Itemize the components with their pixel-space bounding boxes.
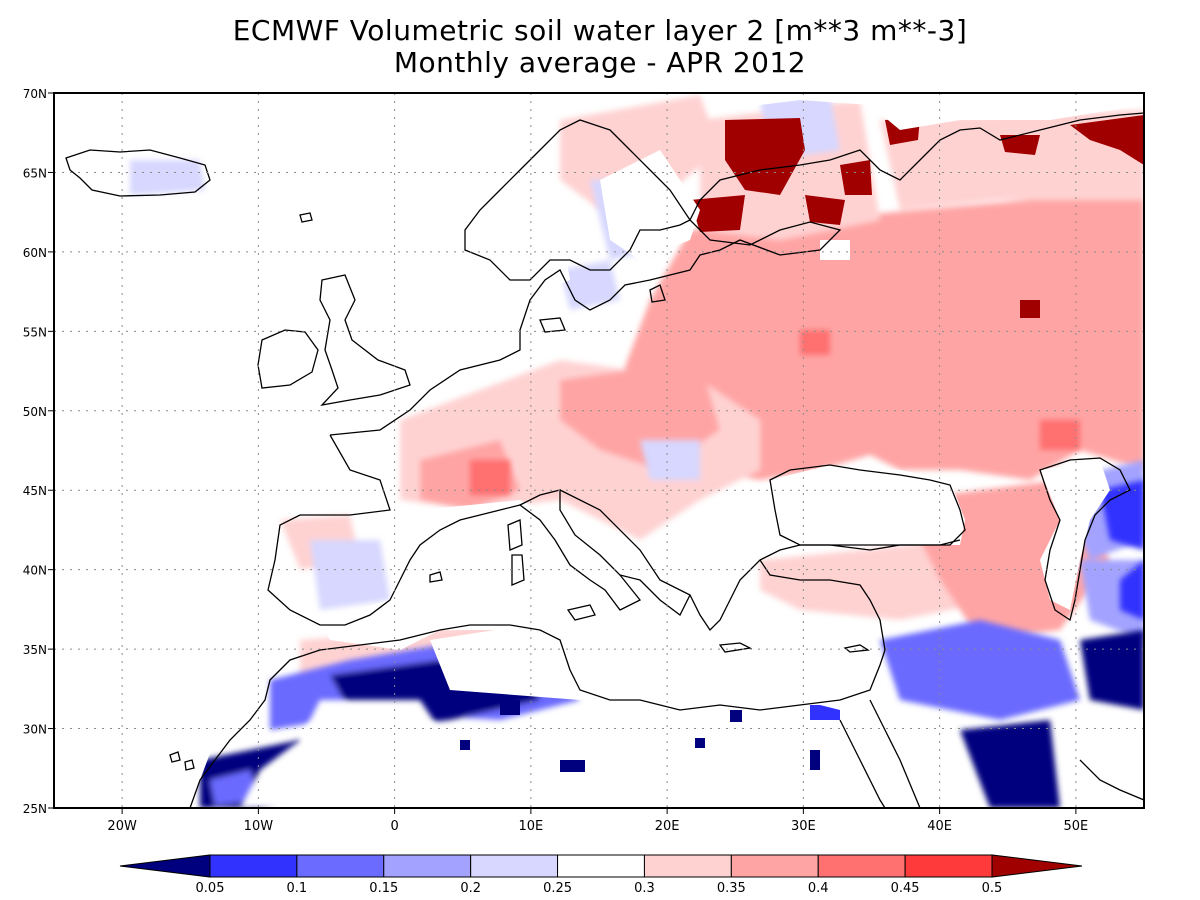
colorbar-swatch [296,854,385,878]
lat-tick-label: 50N [23,405,47,419]
colorbar-swatch [817,854,906,878]
colorbar-swatch [557,854,645,878]
map-subtitle: Monthly average - APR 2012 [393,46,807,79]
colorbar-label: 0.35 [717,881,746,896]
lon-tick-label: 10E [518,819,543,834]
colorbar-label: 0.45 [891,881,920,896]
colorbar-swatch [643,854,732,878]
colorbar-arrow-low [119,854,211,878]
latitude-axis: 70N 65N 60N 55N 50N 45N 40N 35N 30N 25N [23,87,54,816]
lat-tick-label: 25N [23,802,47,816]
lat-tick-label: 55N [23,325,47,339]
coastlines [65,112,1144,808]
lat-tick-label: 35N [23,643,47,657]
lat-tick-label: 45N [23,484,47,498]
colorbar-label: 0.3 [634,881,655,896]
lon-tick-label: 10W [244,819,274,834]
colorbar-label: 0.2 [460,881,481,896]
lon-tick-label: 40E [927,819,952,834]
colorbar-swatch [904,854,993,878]
colorbar-swatch [470,854,559,878]
colorbar-label: 0.15 [369,881,398,896]
map-frame [53,92,1145,809]
lat-tick-label: 70N [23,87,47,101]
lon-tick-label: 20W [107,819,137,834]
lat-tick-label: 60N [23,246,47,260]
sea-mask [54,93,1144,808]
colorbar-label: 0.05 [196,881,225,896]
colorbar-swatch [209,854,298,878]
colorbar: 0.05 0.1 0.15 0.2 0.25 0.3 0.35 0.4 0.45 0.5 [119,854,1083,896]
colorbar-label: 0.25 [543,881,572,896]
longitude-axis: 20W 10W 0 10E 20E 30E 40E 50E [107,808,1088,834]
lon-tick-label: 30E [791,819,816,834]
colorbar-label: 0.4 [808,881,829,896]
lat-tick-label: 40N [23,564,47,578]
colorbar-label: 0.1 [287,881,308,896]
lat-tick-label: 65N [23,166,47,180]
map-title: ECMWF Volumetric soil water layer 2 [m**… [232,14,968,47]
colorbar-swatch [383,854,472,878]
lat-tick-label: 30N [23,723,47,737]
colorbar-arrow-high [991,854,1083,878]
lon-tick-label: 0 [390,819,398,834]
colorbar-swatch [730,854,819,878]
lon-tick-label: 50E [1063,819,1088,834]
colorbar-label: 0.5 [982,881,1003,896]
lon-tick-label: 20E [655,819,680,834]
